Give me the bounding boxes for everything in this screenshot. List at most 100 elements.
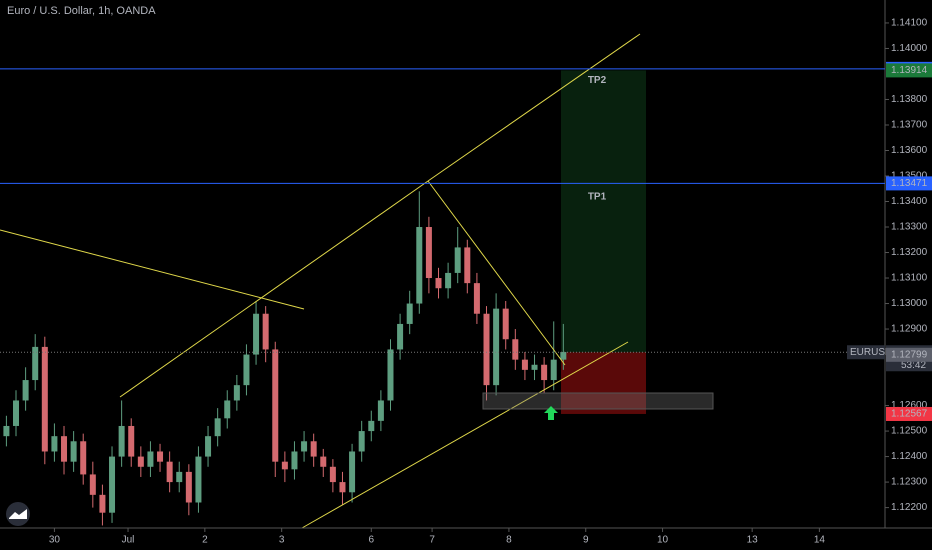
candle-body bbox=[51, 436, 58, 452]
candle-body bbox=[281, 461, 288, 470]
y-tick-label: 1.13700 bbox=[891, 120, 928, 131]
chart-title: Euro / U.S. Dollar, 1h, OANDA bbox=[7, 5, 156, 17]
candle-body bbox=[22, 380, 29, 401]
candle-body bbox=[521, 359, 528, 370]
candle-body bbox=[435, 278, 442, 289]
logo bbox=[6, 502, 30, 526]
candle-body bbox=[397, 323, 404, 350]
price-axis bbox=[885, 0, 932, 550]
candle-body bbox=[541, 364, 548, 381]
trend-line bbox=[119, 180, 429, 398]
y-tick-label: 1.12300 bbox=[891, 477, 928, 488]
candle-body bbox=[416, 227, 423, 304]
trend-line bbox=[427, 180, 566, 366]
symbol-label: EURUSD bbox=[850, 347, 892, 358]
price-tag bbox=[886, 63, 932, 78]
candle-body bbox=[377, 400, 384, 421]
candle-body bbox=[109, 456, 116, 513]
candle-body bbox=[137, 456, 144, 467]
price-tag bbox=[886, 347, 932, 362]
drawings bbox=[0, 33, 641, 529]
x-tick-label: 8 bbox=[506, 535, 512, 546]
candle-body bbox=[41, 346, 48, 452]
y-tick-label: 1.13800 bbox=[891, 94, 928, 105]
candle-body bbox=[157, 451, 164, 462]
trend-line bbox=[427, 33, 641, 182]
candle-body bbox=[61, 436, 68, 462]
candle-body bbox=[99, 494, 106, 513]
x-tick-label: 6 bbox=[369, 535, 375, 546]
candle-body bbox=[253, 313, 260, 355]
position-layer: TP2 TP1 bbox=[561, 70, 646, 414]
candle-body bbox=[243, 354, 250, 386]
candle-body bbox=[368, 420, 375, 432]
candle-body bbox=[185, 471, 192, 503]
y-tick-label: 1.14100 bbox=[891, 18, 928, 29]
y-tick-label: 1.12500 bbox=[891, 426, 928, 437]
price-tag bbox=[886, 176, 932, 191]
trend-line bbox=[0, 229, 305, 310]
candle-body bbox=[224, 400, 231, 419]
candle-body bbox=[205, 436, 212, 457]
y-tick-label: 1.13400 bbox=[891, 196, 928, 207]
x-tick-label: 10 bbox=[657, 535, 669, 546]
candle-body bbox=[32, 346, 39, 381]
target-label: TP2 bbox=[588, 75, 607, 86]
y-tick-label: 1.13100 bbox=[891, 273, 928, 284]
candle-body bbox=[272, 349, 279, 462]
candle-body bbox=[195, 456, 202, 503]
candle-body bbox=[454, 247, 461, 273]
candle-body bbox=[89, 474, 96, 495]
target-zone bbox=[561, 70, 646, 353]
candle-body bbox=[493, 308, 500, 386]
candle-body bbox=[176, 471, 183, 483]
candle-body bbox=[425, 227, 432, 279]
candle-body bbox=[214, 418, 221, 437]
candle-body bbox=[3, 425, 10, 437]
y-tick-label: 1.12900 bbox=[891, 324, 928, 335]
candle-body bbox=[320, 456, 327, 467]
candle-body bbox=[128, 425, 135, 457]
y-tick-label: 1.13000 bbox=[891, 298, 928, 309]
price-tag-label: 1.13914 bbox=[891, 65, 928, 76]
candle-body bbox=[464, 247, 471, 284]
x-tick-label: 30 bbox=[49, 535, 61, 546]
candle-body bbox=[358, 431, 365, 452]
candle-body bbox=[406, 303, 413, 324]
y-tick-label: 1.13600 bbox=[891, 145, 928, 156]
candle-body bbox=[349, 451, 356, 493]
x-tick-label: 3 bbox=[279, 535, 285, 546]
price-tag bbox=[886, 406, 932, 421]
price-tag-label: 1.12567 bbox=[891, 409, 928, 420]
candle-body bbox=[387, 349, 394, 401]
candle-body bbox=[147, 451, 154, 467]
candle-body bbox=[291, 451, 298, 470]
x-tick-label: 14 bbox=[814, 535, 826, 546]
candle-layer bbox=[3, 191, 567, 526]
y-tick-label: 1.14000 bbox=[891, 43, 928, 54]
countdown-label: 53:42 bbox=[901, 360, 926, 371]
countdown-tag bbox=[886, 359, 932, 372]
candle-body bbox=[512, 339, 519, 360]
candle-body bbox=[118, 425, 125, 457]
x-tick-label: 2 bbox=[202, 535, 208, 546]
candle-body bbox=[550, 359, 557, 381]
candle-body bbox=[301, 441, 308, 452]
stop-zone bbox=[561, 352, 646, 414]
trend-line bbox=[301, 341, 629, 529]
x-tick-label: 7 bbox=[429, 535, 435, 546]
x-tick-label: 9 bbox=[583, 535, 589, 546]
y-tick-label: 1.13300 bbox=[891, 222, 928, 233]
price-tag-label: 1.13471 bbox=[891, 178, 928, 189]
price-tag-label: 1.12799 bbox=[891, 349, 928, 360]
candle-body bbox=[166, 461, 173, 483]
candle-body bbox=[560, 352, 567, 360]
symbol-tag bbox=[847, 345, 885, 360]
y-tick-label: 1.13200 bbox=[891, 247, 928, 258]
candle-body bbox=[262, 313, 269, 350]
candle-body bbox=[80, 441, 87, 475]
candle-body bbox=[483, 313, 490, 386]
x-tick-label: Jul bbox=[122, 535, 135, 546]
